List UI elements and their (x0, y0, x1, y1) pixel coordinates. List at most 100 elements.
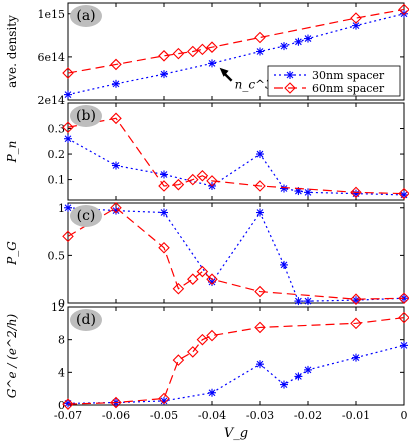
data-point-60nm (350, 12, 362, 24)
data-point-30nm (64, 90, 72, 99)
y-tick-label: 12 (51, 301, 65, 314)
data-point-30nm (64, 134, 72, 143)
data-point-30nm (160, 70, 168, 79)
y-tick-label: 8 (58, 334, 65, 347)
data-point-60nm (196, 333, 209, 346)
data-point-30nm (304, 188, 312, 197)
x-tick-label: -0.05 (150, 409, 178, 422)
data-point-60nm (254, 180, 266, 192)
data-point-60nm (206, 175, 218, 187)
panel-label-badge (70, 205, 102, 227)
x-tick-label: -0.02 (294, 409, 322, 422)
data-point-30nm (304, 34, 312, 43)
data-point-30nm (280, 260, 288, 269)
data-point-60nm (398, 311, 409, 324)
series-line-60nm (67, 207, 405, 300)
y-axis-label: P_G (5, 241, 19, 266)
data-point-60nm (398, 3, 409, 16)
data-point-60nm (62, 121, 74, 134)
x-tick-label: -0.04 (198, 409, 226, 422)
data-point-60nm (187, 346, 199, 358)
panel-frame (67, 2, 405, 101)
panel-label-badge (70, 309, 102, 331)
data-point-60nm (110, 201, 122, 214)
data-point-30nm (280, 42, 288, 51)
data-point-60nm (398, 187, 409, 200)
data-point-30nm (304, 365, 312, 374)
data-point-60nm (62, 230, 74, 243)
series-line-30nm (67, 207, 405, 302)
y-tick-label: 0.5 (48, 249, 66, 262)
panel-label: (b) (76, 108, 96, 124)
data-point-60nm (350, 186, 362, 199)
panel-label-badge (70, 105, 102, 127)
data-point-60nm (187, 273, 199, 285)
series-line-30nm (67, 13, 405, 96)
data-point-60nm (158, 50, 170, 62)
y-tick-label: 1e15 (37, 8, 65, 21)
data-point-60nm (172, 282, 185, 295)
data-point-60nm (110, 396, 122, 409)
data-point-60nm (254, 31, 266, 44)
x-tick-label: -0.07 (54, 409, 82, 422)
data-point-60nm (172, 178, 185, 191)
data-point-60nm (206, 41, 218, 53)
panel-frame (67, 102, 405, 201)
data-point-60nm (196, 43, 209, 56)
y-tick-label: 0 (58, 399, 65, 412)
data-point-60nm (206, 329, 218, 342)
x-tick-label: -0.03 (246, 409, 274, 422)
data-point-30nm (304, 297, 312, 306)
data-point-60nm (62, 398, 74, 410)
data-point-60nm (158, 180, 170, 192)
data-point-30nm (208, 388, 216, 397)
data-point-30nm (208, 59, 216, 68)
data-point-30nm (64, 203, 72, 212)
data-point-30nm (400, 341, 408, 350)
y-tick-label: 0.1 (48, 174, 66, 187)
series-line-60nm (67, 317, 405, 405)
y-axis-label: G^e / (e^2/h) (5, 314, 19, 399)
data-point-60nm (350, 293, 362, 305)
data-point-60nm (254, 285, 266, 298)
data-point-30nm (256, 360, 264, 369)
legend-marker-30nm (286, 71, 294, 79)
data-point-30nm (352, 353, 360, 362)
data-point-30nm (160, 170, 168, 179)
data-point-30nm (294, 372, 303, 381)
x-tick-label: -0.01 (342, 409, 370, 422)
annotation-arrowhead (219, 67, 229, 77)
y-tick-label: 2e14 (37, 94, 65, 107)
data-point-30nm (294, 297, 303, 306)
data-point-60nm (254, 321, 266, 334)
y-tick-label: 0.3 (48, 123, 66, 136)
series-line-60nm (67, 8, 405, 74)
y-tick-label: 0 (58, 297, 65, 310)
data-point-30nm (112, 161, 120, 170)
y-tick-label: 0.2 (48, 148, 66, 161)
panel-frame (67, 202, 405, 304)
data-point-60nm (172, 47, 185, 60)
data-point-60nm (110, 58, 122, 71)
y-axis-label: P_n (5, 141, 19, 164)
data-point-60nm (158, 392, 170, 405)
data-point-60nm (196, 169, 209, 182)
legend-entry: 30nm spacer (312, 69, 385, 82)
x-tick-label: -0.06 (102, 409, 130, 422)
x-tick-label: 0 (401, 409, 408, 422)
data-point-60nm (350, 317, 362, 330)
data-point-30nm (280, 380, 288, 389)
x-axis-label: V_g (224, 426, 248, 441)
data-point-60nm (187, 45, 199, 58)
legend-entry: 60nm spacer (312, 82, 385, 95)
data-point-30nm (294, 37, 303, 46)
series-line-30nm (67, 138, 405, 196)
series-line-60nm (67, 117, 405, 195)
data-point-30nm (280, 184, 288, 193)
legend-marker-60nm (284, 82, 296, 94)
series-line-30nm (67, 344, 405, 404)
data-point-30nm (256, 150, 264, 159)
y-axis-label: ave. density (5, 15, 19, 88)
panel-frame (67, 306, 405, 406)
panel-label: (c) (77, 208, 96, 224)
